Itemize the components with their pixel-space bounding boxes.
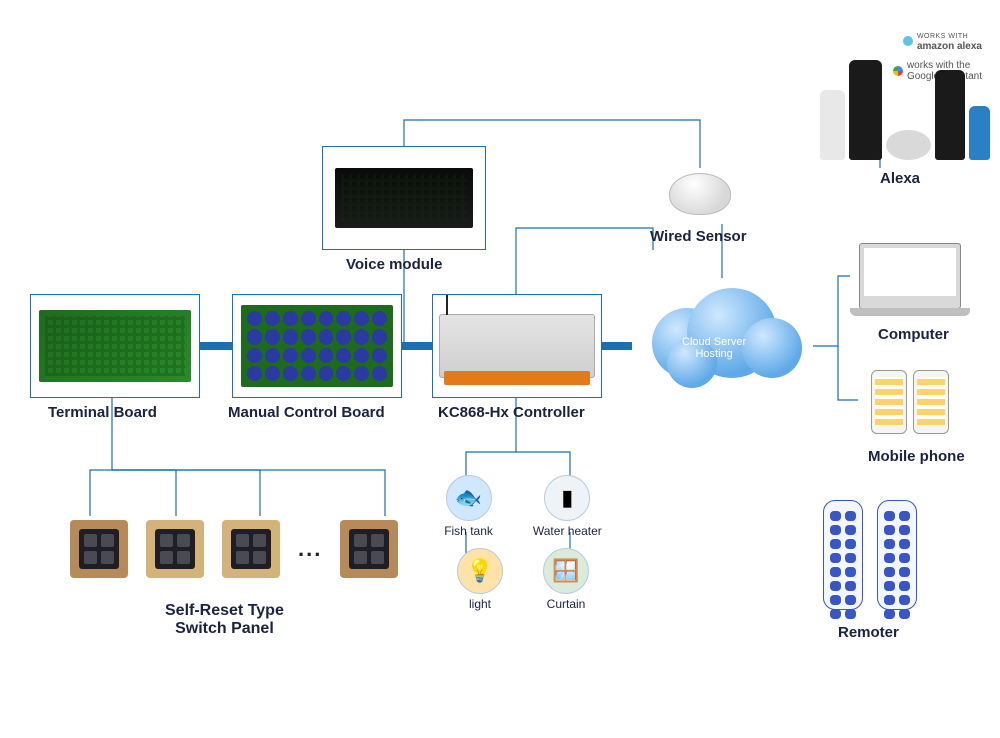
switch-panel-label: Self-Reset TypeSwitch Panel	[165, 602, 284, 638]
controller-box	[432, 294, 602, 398]
voice-module-box	[322, 146, 486, 250]
remotes	[800, 500, 940, 620]
alexa-speakers	[820, 50, 990, 160]
relay-grid	[241, 305, 392, 387]
remoter-label: Remoter	[838, 624, 899, 641]
controller-label: KC868-Hx Controller	[438, 404, 585, 421]
computer-label: Computer	[878, 326, 949, 343]
computer	[850, 236, 970, 316]
manual-control-board-box	[232, 294, 402, 398]
device-icons: 🐟Fish tank▮Water heater💡light🪟Curtain	[438, 475, 628, 635]
terminal-board-box	[30, 294, 200, 398]
terminal-board-label: Terminal Board	[48, 404, 157, 421]
diagram-stage: WORKS WITHamazon alexa works with the Go…	[0, 0, 1000, 738]
cloud-box: Cloud ServerHosting	[632, 278, 812, 408]
switch-panels: ...	[70, 520, 400, 590]
manual-board-label: Manual Control Board	[228, 404, 385, 421]
wired-sensor-label: Wired Sensor	[650, 228, 747, 245]
voice-module-label: Voice module	[346, 256, 442, 273]
wired-sensor	[655, 164, 745, 224]
mobile-label: Mobile phone	[868, 448, 965, 465]
mobile-phones	[860, 370, 960, 440]
alexa-label: Alexa	[880, 170, 920, 187]
alexa-badge: WORKS WITHamazon alexa	[903, 30, 982, 52]
